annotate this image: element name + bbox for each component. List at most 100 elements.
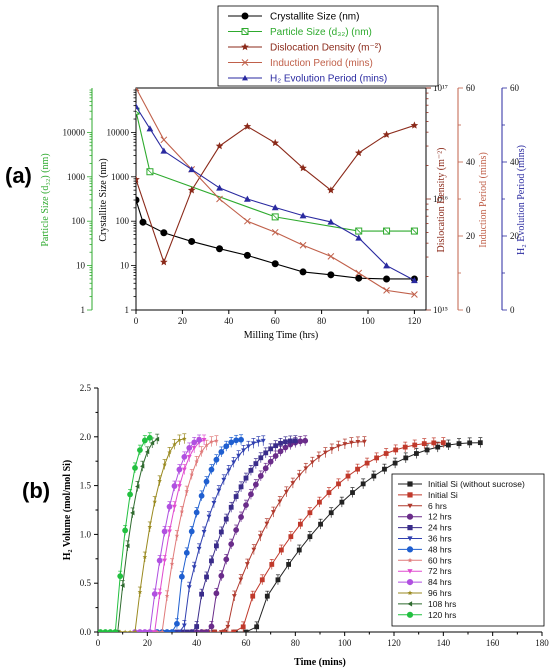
data-point (238, 577, 244, 582)
data-point (270, 510, 276, 515)
legend-marker (241, 59, 249, 66)
data-point (238, 484, 244, 490)
data-point (160, 136, 168, 144)
data-point (125, 543, 130, 549)
data-point (251, 441, 256, 446)
data-point (264, 521, 270, 527)
data-point (350, 490, 355, 495)
series-b-0 (211, 437, 483, 632)
series-b-12 (98, 432, 153, 632)
data-point (198, 629, 205, 632)
induction-tick-label: 40 (466, 157, 476, 167)
data-point (186, 585, 192, 590)
data-point (260, 438, 266, 444)
data-point (107, 629, 114, 632)
data-point (204, 442, 209, 448)
axis-label-crystallite: Crystallite Size (nm) (98, 158, 109, 241)
data-point (152, 499, 158, 504)
data-point (277, 448, 284, 455)
particle-tick-label: 100 (72, 216, 86, 226)
legend-marker (241, 43, 249, 51)
data-point (296, 473, 302, 478)
data-point (243, 251, 251, 259)
data-point (146, 168, 154, 176)
data-point (302, 437, 309, 444)
data-point (241, 448, 246, 453)
data-point (288, 534, 294, 540)
series-line (102, 438, 158, 632)
data-point (414, 451, 419, 456)
data-point (166, 503, 173, 510)
data-point (98, 629, 104, 632)
data-point (355, 466, 360, 472)
legend-marker (407, 525, 413, 531)
data-point (393, 447, 399, 453)
series-b-4 (174, 435, 298, 632)
data-point (209, 439, 214, 444)
data-point (410, 227, 418, 235)
data-point (161, 528, 168, 535)
data-point (354, 148, 363, 157)
legend-marker (407, 557, 413, 563)
data-point (297, 438, 304, 445)
legend-label: 36 hrs (428, 534, 452, 544)
data-point (177, 484, 182, 489)
data-point (177, 437, 182, 442)
legend-marker (407, 590, 413, 596)
data-point (262, 465, 269, 472)
data-point (303, 466, 309, 471)
data-point (156, 557, 163, 564)
data-point (194, 458, 199, 464)
data-point (238, 514, 244, 520)
series-b-9 (132, 434, 203, 632)
x-tick-label-b: 120 (387, 638, 401, 648)
chart-b-series (98, 432, 483, 632)
data-point (178, 573, 185, 580)
data-point (135, 484, 140, 489)
series-line (136, 199, 415, 280)
data-point (193, 509, 200, 516)
legend-marker (241, 28, 249, 35)
series-b-8 (137, 434, 207, 632)
data-point (288, 438, 293, 444)
data-point (243, 122, 252, 130)
data-point (211, 500, 217, 506)
data-point (233, 437, 240, 444)
data-point (162, 462, 167, 467)
data-point (208, 623, 215, 630)
data-point (176, 466, 183, 473)
legend-label: Induction Period (mins) (270, 58, 373, 69)
data-point (336, 481, 341, 487)
data-point (149, 440, 155, 446)
data-point (355, 274, 363, 282)
data-point (127, 629, 133, 632)
x-axis-label-b: Time (mins) (294, 657, 346, 668)
data-point (226, 468, 232, 473)
data-point (130, 510, 135, 516)
data-point (355, 439, 361, 445)
legend-label: Dislocation Density (m⁻²) (270, 43, 381, 54)
x-tick-label-b: 100 (338, 638, 352, 648)
data-point (212, 630, 218, 632)
data-point (355, 234, 363, 241)
chart-a: 0 20 40 60 80 100 1201101001000100001101001000… (40, 5, 527, 341)
data-point (272, 453, 279, 459)
data-point (228, 439, 235, 446)
data-point (218, 449, 225, 455)
series-a-3 (136, 88, 418, 298)
data-point (328, 510, 334, 516)
legend-label: 6 hrs (428, 501, 447, 511)
data-point (181, 467, 187, 472)
data-point (225, 624, 231, 630)
data-point (187, 186, 196, 194)
data-point (231, 629, 237, 632)
data-point (318, 521, 323, 527)
data-point (236, 453, 241, 459)
data-point (251, 547, 257, 553)
legend-label: 108 hrs (428, 599, 456, 609)
data-point (307, 534, 313, 540)
data-point (169, 629, 175, 632)
data-point (316, 455, 322, 460)
x-axis-label-a: Milling Time (hrs) (244, 330, 318, 341)
particle-tick-label: 10 (76, 261, 86, 271)
